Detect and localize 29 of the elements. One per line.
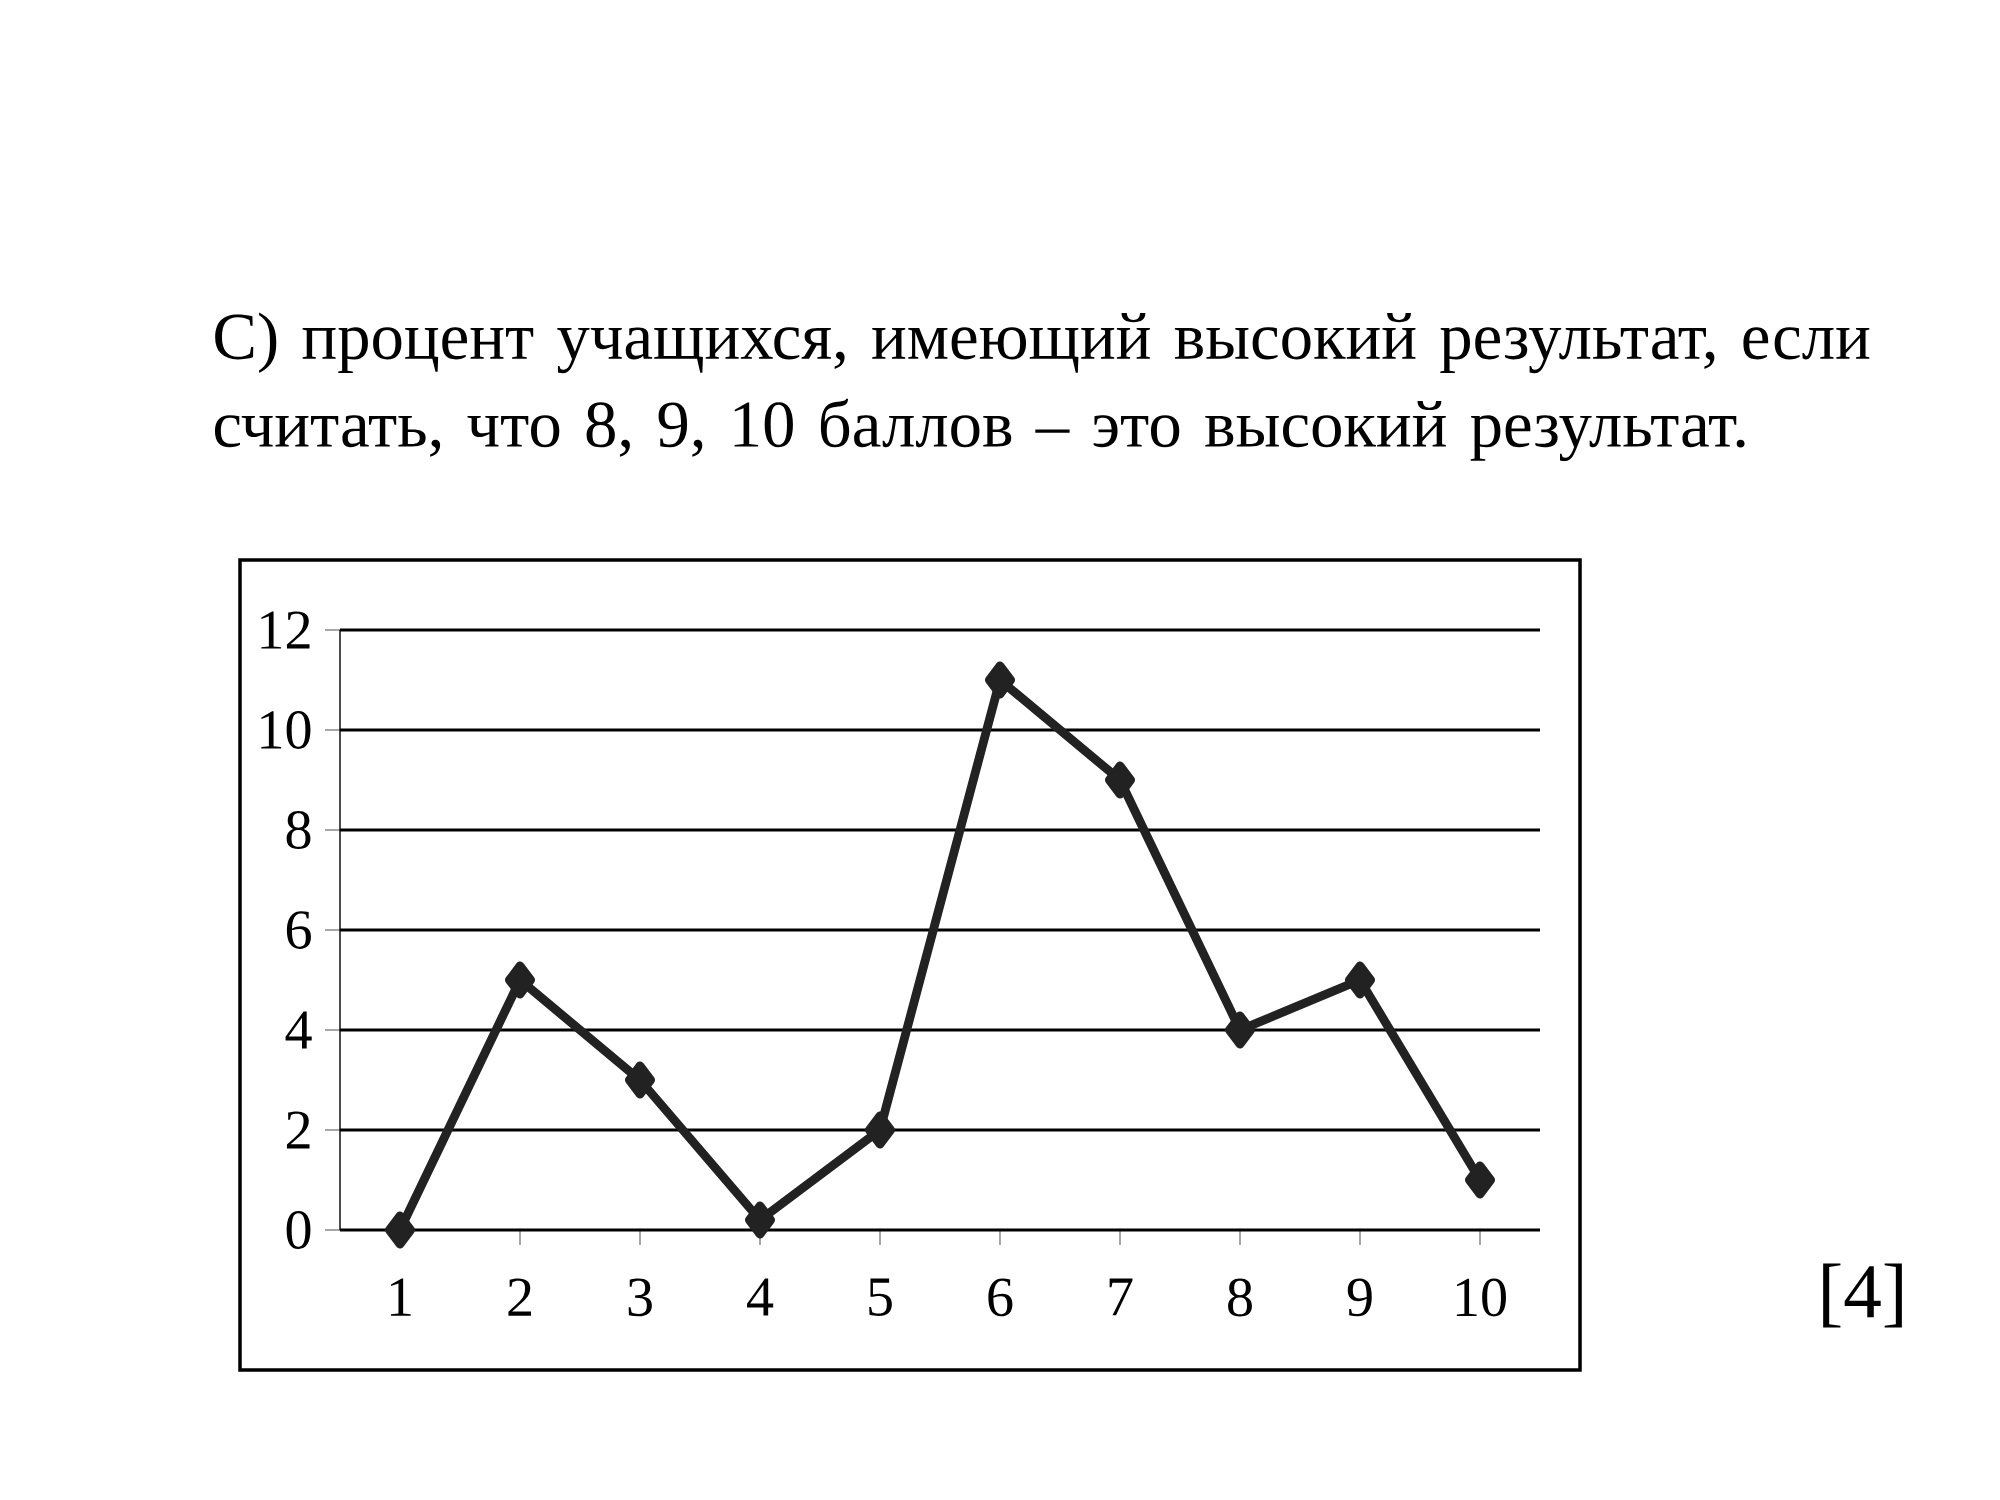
chart-title: С) процент учащихся, имеющий высокий результат, если считать, что 8, 9, 10 баллов – это высокий результат. — [214, 312, 1870, 461]
y-tick-label: 8 — [286, 811, 311, 849]
y-tick-label: 0 — [286, 1211, 311, 1249]
y-tick-label: 4 — [285, 1011, 312, 1049]
point — [865, 1111, 895, 1149]
point — [1345, 961, 1375, 999]
x-tick-label: 7 — [1109, 1278, 1133, 1316]
point — [385, 1211, 415, 1249]
x-tick-label: 8 — [1228, 1278, 1252, 1317]
point — [1465, 1161, 1495, 1199]
y-tick-label: 6 — [286, 911, 311, 949]
y-tick-label: 10 — [261, 711, 311, 749]
point — [745, 1201, 775, 1239]
x-tick-label: 10 — [1456, 1278, 1506, 1317]
x-tick-label: 9 — [1347, 1278, 1372, 1317]
y-tick-label: 2 — [286, 1111, 310, 1149]
x-tick-label: 1 — [390, 1278, 411, 1316]
text: [4] — [1823, 1263, 1902, 1328]
point — [505, 961, 535, 999]
point — [1225, 1011, 1255, 1049]
x-tick-label: 5 — [869, 1278, 892, 1316]
y-tick-label: 12 — [261, 611, 310, 649]
x-tick-label: 3 — [628, 1278, 652, 1317]
point — [985, 661, 1015, 699]
x-tick-label: 2 — [508, 1278, 531, 1316]
point — [625, 1061, 655, 1099]
point — [1105, 761, 1135, 799]
x-tick-label: 4 — [747, 1278, 774, 1316]
x-tick-label: 6 — [988, 1278, 1013, 1317]
